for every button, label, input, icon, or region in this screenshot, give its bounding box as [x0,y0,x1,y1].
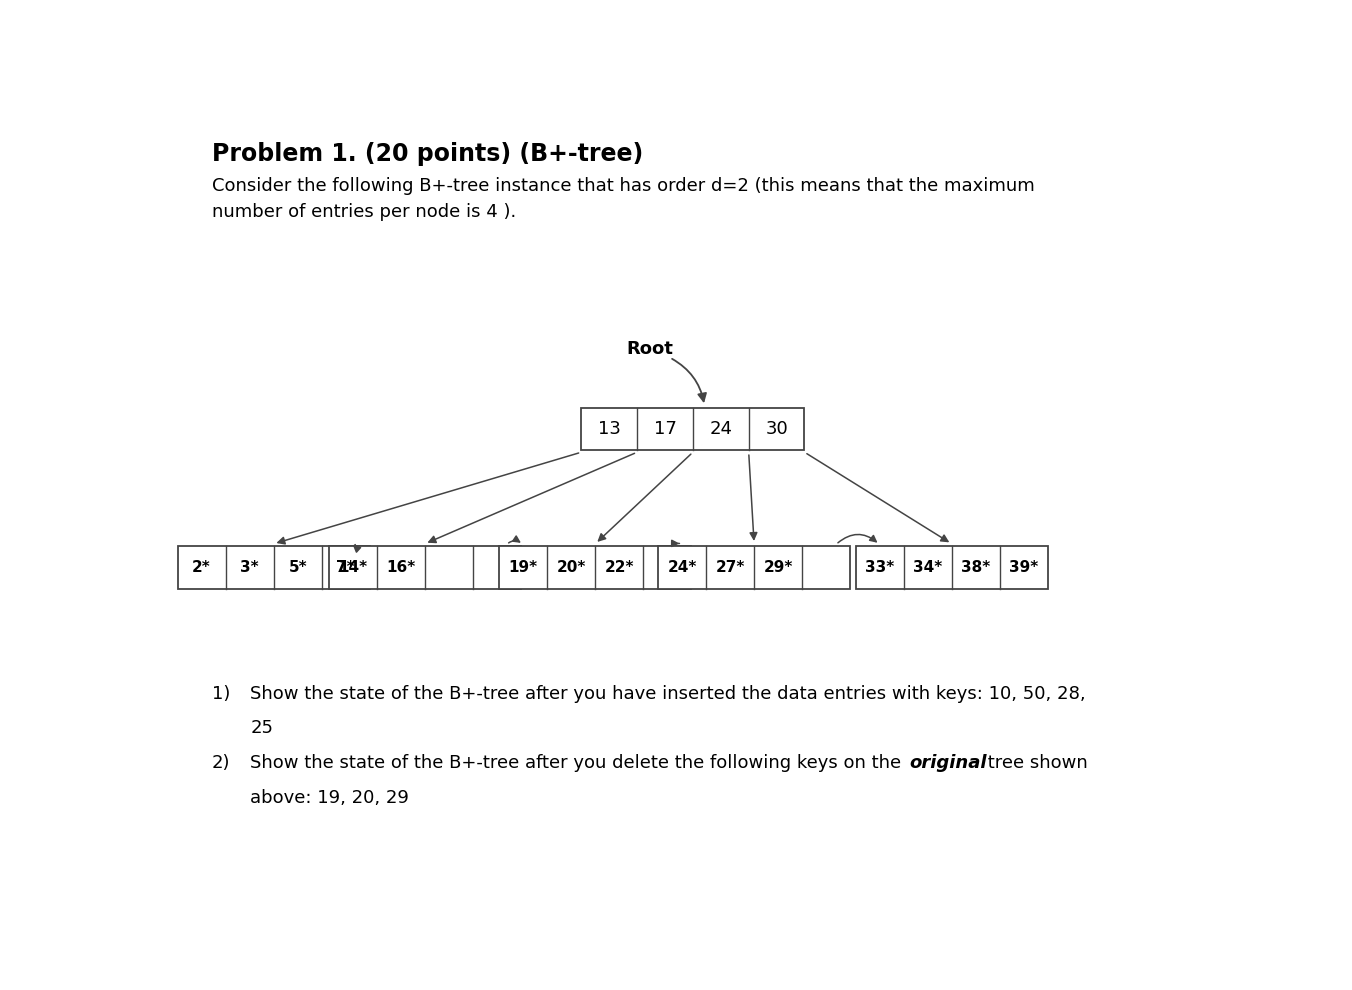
Text: 24: 24 [710,420,733,438]
Text: 38*: 38* [961,559,991,575]
Text: Consider the following B+-tree instance that has order d=2 (this means that the : Consider the following B+-tree instance … [212,176,1034,221]
Bar [499,546,691,588]
Text: 5*: 5* [288,559,307,575]
Text: Show the state of the B+-tree after you have inserted the data entries with keys: Show the state of the B+-tree after you … [250,685,1086,703]
Text: 22*: 22* [604,559,634,575]
Text: 1): 1) [212,685,230,703]
Text: above: 19, 20, 29: above: 19, 20, 29 [250,789,410,807]
Text: 30: 30 [765,420,788,438]
Text: 2): 2) [212,754,230,772]
Text: 13: 13 [598,420,621,438]
Text: 19*: 19* [508,559,538,575]
Text: 27*: 27* [715,559,745,575]
Text: tree shown: tree shown [982,754,1087,772]
Text: 29*: 29* [764,559,792,575]
Text: 2*: 2* [192,559,211,575]
Bar [329,546,521,588]
Text: 39*: 39* [1009,559,1038,575]
Bar [177,546,369,588]
Text: 24*: 24* [668,559,696,575]
Text: Root: Root [627,340,673,357]
Text: 20*: 20* [557,559,585,575]
Bar [856,546,1048,588]
Bar [581,408,804,449]
Text: 17: 17 [653,420,676,438]
Text: 33*: 33* [865,559,894,575]
Text: 14*: 14* [338,559,368,575]
Text: original: original [910,754,987,772]
Text: Show the state of the B+-tree after you delete the following keys on the: Show the state of the B+-tree after you … [250,754,907,772]
Text: 34*: 34* [913,559,942,575]
Bar [658,546,850,588]
Text: 7*: 7* [337,559,356,575]
Text: Problem 1. (20 points) (B+-tree): Problem 1. (20 points) (B+-tree) [212,142,642,166]
Text: 3*: 3* [241,559,260,575]
Text: 25: 25 [250,720,273,738]
Text: 16*: 16* [387,559,415,575]
